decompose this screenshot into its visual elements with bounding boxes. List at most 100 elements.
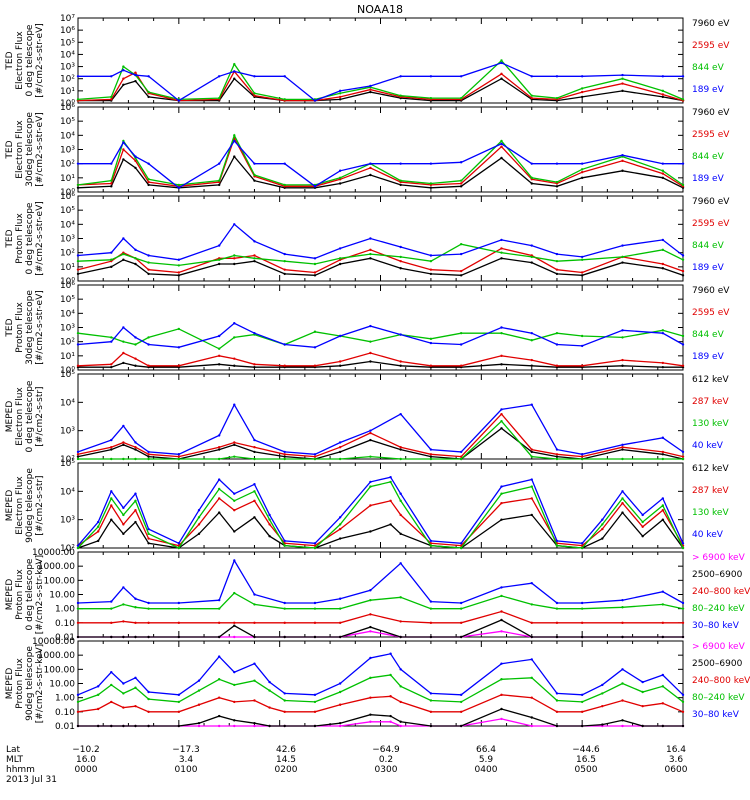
data-point	[253, 92, 256, 95]
data-point	[110, 365, 113, 369]
data-point	[338, 523, 342, 526]
data-point	[268, 689, 271, 692]
data-point	[369, 88, 372, 91]
data-point	[429, 600, 433, 603]
data-point	[621, 82, 624, 85]
data-point	[555, 724, 559, 728]
data-point	[268, 724, 271, 728]
data-point	[530, 364, 533, 367]
data-point	[500, 326, 503, 329]
data-point	[580, 255, 584, 259]
data-point	[621, 364, 624, 367]
data-point	[110, 607, 113, 610]
data-point	[580, 542, 584, 545]
y-tick-label: 10²	[60, 455, 75, 465]
data-point	[110, 724, 113, 728]
data-point	[681, 542, 685, 545]
data-point	[621, 153, 624, 157]
data-point	[500, 257, 503, 260]
data-point	[147, 75, 150, 78]
data-point	[580, 90, 584, 94]
data-point	[369, 713, 372, 716]
data-point	[530, 676, 533, 680]
data-point	[500, 77, 503, 80]
data-point	[283, 457, 286, 461]
data-point	[122, 457, 125, 461]
data-point	[197, 516, 201, 519]
data-point	[134, 509, 137, 512]
data-point	[681, 607, 685, 610]
legend-entry: 612 keV	[692, 375, 729, 385]
data-point	[389, 652, 392, 655]
y-axis-label: Electron Flux	[15, 31, 25, 90]
data-point	[253, 662, 256, 665]
data-point	[661, 95, 665, 99]
data-point	[313, 455, 317, 458]
data-point	[313, 262, 317, 266]
data-point	[134, 336, 137, 339]
data-point	[233, 499, 236, 502]
data-point	[580, 544, 584, 547]
data-point	[399, 532, 402, 536]
data-point	[580, 457, 584, 461]
footer-mlt: 5.9	[479, 755, 494, 765]
data-point	[389, 720, 392, 723]
data-point	[681, 455, 685, 458]
y-tick-label: 10²	[60, 338, 75, 348]
data-point	[369, 630, 372, 633]
data-point	[177, 700, 181, 704]
data-point	[555, 699, 559, 702]
data-point	[134, 441, 137, 444]
y-tick-label: 10⁴	[60, 398, 75, 408]
data-point	[233, 621, 236, 625]
data-point	[389, 673, 392, 677]
data-point	[233, 635, 236, 639]
data-point	[555, 457, 559, 461]
data-point	[555, 448, 559, 451]
data-point	[429, 539, 433, 543]
data-point	[661, 497, 665, 500]
data-point	[253, 699, 256, 702]
data-point	[530, 358, 533, 362]
data-point	[500, 72, 503, 76]
data-point	[459, 546, 463, 550]
y-tick-label: 10²	[60, 544, 75, 554]
data-point	[253, 603, 256, 606]
y-axis-label: TED	[5, 51, 15, 70]
data-point	[459, 242, 463, 246]
legend-entry: 240–800 keV	[692, 676, 750, 686]
data-point	[253, 363, 256, 366]
data-point	[217, 635, 221, 639]
data-point	[500, 630, 503, 633]
data-point	[313, 453, 317, 456]
data-point	[500, 518, 503, 521]
data-point	[429, 364, 433, 367]
data-point	[268, 706, 271, 709]
data-point	[233, 455, 236, 458]
data-point	[177, 271, 181, 274]
data-point	[621, 682, 624, 685]
data-point	[369, 90, 372, 94]
legend-entry: 7960 eV	[692, 197, 730, 207]
data-point	[369, 720, 372, 723]
data-point	[641, 520, 644, 524]
y-tick-label: 10⁰	[60, 188, 75, 198]
y-tick-label: 10²	[60, 160, 75, 170]
data-point	[253, 499, 256, 502]
data-point	[641, 513, 644, 517]
legend-entry: 189 eV	[692, 85, 725, 95]
data-point	[681, 334, 685, 338]
data-point	[459, 710, 463, 714]
data-point	[217, 354, 221, 358]
data-point	[122, 586, 125, 589]
data-point	[399, 183, 402, 187]
data-point	[681, 269, 685, 273]
footer-hhmm: 0200	[275, 765, 298, 775]
data-point	[197, 532, 201, 536]
data-point	[110, 635, 113, 639]
data-point	[500, 420, 503, 423]
data-point	[459, 457, 463, 461]
data-point	[283, 544, 286, 547]
data-point	[253, 516, 256, 519]
data-point	[122, 513, 125, 517]
